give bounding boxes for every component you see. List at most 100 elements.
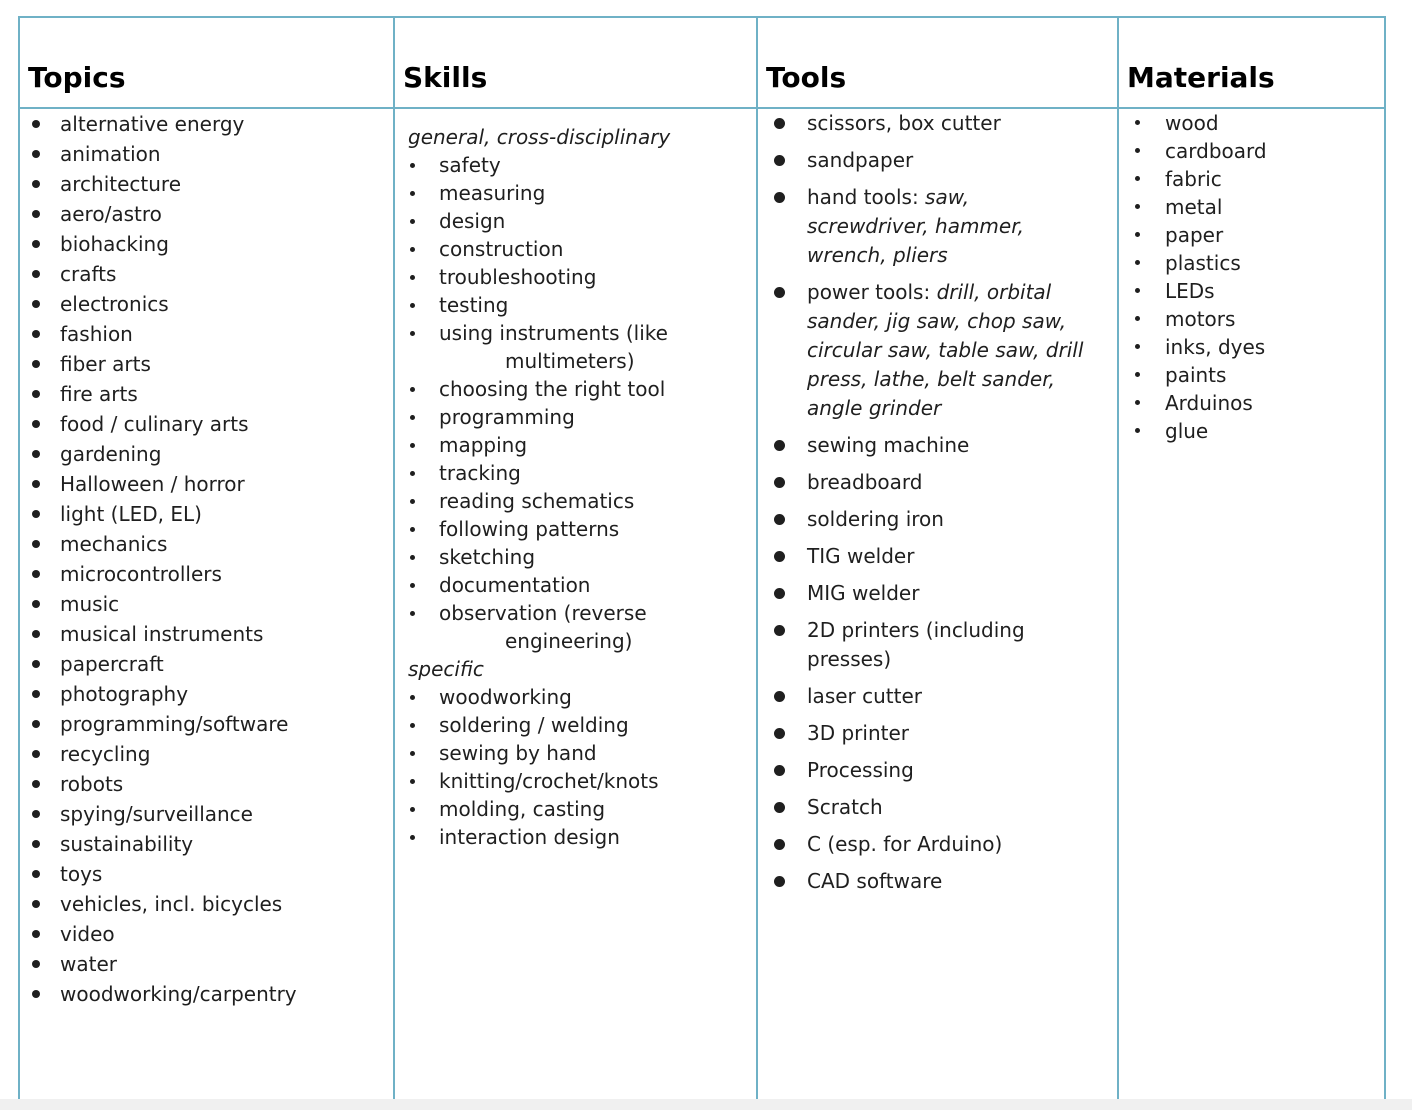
item-text: crafts [60, 262, 117, 286]
skills-section-list: woodworking soldering / welding sewing by … [395, 683, 756, 851]
item-text: soldering iron [807, 507, 944, 531]
item-text: Scratch [807, 795, 883, 819]
item-text: reading schematics [439, 489, 635, 513]
item-text: documentation [439, 573, 591, 597]
topics-list: alternative energy animation architecture a… [20, 109, 393, 1009]
item-text: circular saw, table saw, drill [807, 338, 1084, 362]
item-text: design [439, 209, 506, 233]
list-item: aero/astro [20, 199, 393, 229]
item-text: Arduinos [1165, 391, 1253, 415]
item-text: screwdriver, hammer, [807, 214, 1024, 238]
list-item: woodworking [395, 683, 756, 711]
item-text: tracking [439, 461, 521, 485]
item-text: music [60, 592, 120, 616]
item-text: sewing by hand [439, 741, 597, 765]
item-text: plastics [1165, 251, 1241, 275]
item-text: sander, jig saw, chop saw, [807, 309, 1067, 333]
list-item: microcontrollers [20, 559, 393, 589]
topics-cell: alternative energy animation architecture a… [18, 107, 395, 1104]
item-text: sandpaper [807, 148, 914, 172]
table-body-row: alternative energy animation architecture a… [18, 107, 1386, 1104]
section-heading: specific [408, 657, 484, 681]
item-text: choosing the right tool [439, 377, 666, 401]
list-item: music [20, 589, 393, 619]
list-item: C (esp. for Arduino) [758, 830, 1117, 859]
list-item: following patterns [395, 515, 756, 543]
list-item: programming/software [20, 709, 393, 739]
list-item: MIG welder [758, 579, 1117, 608]
list-item: construction [395, 235, 756, 263]
list-item: metal [1119, 193, 1384, 221]
list-item: sustainability [20, 829, 393, 859]
item-text: press, lathe, belt sander, [807, 367, 1055, 391]
item-text: paper [1165, 223, 1224, 247]
list-item: design [395, 207, 756, 235]
item-text: engineering) [505, 629, 633, 653]
item-text: 2D printers (including [807, 618, 1025, 642]
list-item: cardboard [1119, 137, 1384, 165]
item-text: light (LED, EL) [60, 502, 202, 526]
list-item: architecture [20, 169, 393, 199]
list-item: biohacking [20, 229, 393, 259]
list-item: TIG welder [758, 542, 1117, 571]
list-item: programming [395, 403, 756, 431]
list-item: food / culinary arts [20, 409, 393, 439]
item-text: drill, orbital [936, 280, 1052, 304]
item-text: spying/surveillance [60, 802, 253, 826]
item-text: water [60, 952, 117, 976]
item-text: 3D printer [807, 721, 910, 745]
list-item: toys [20, 859, 393, 889]
list-item: recycling [20, 739, 393, 769]
item-text: musical instruments [60, 622, 264, 646]
item-text: architecture [60, 172, 182, 196]
list-item: crafts [20, 259, 393, 289]
column-header-materials: Materials [1117, 16, 1386, 109]
list-item: measuring [395, 179, 756, 207]
item-text: MIG welder [807, 581, 920, 605]
item-text: inks, dyes [1165, 335, 1266, 359]
list-item: video [20, 919, 393, 949]
planning-table: Topics Skills Tools Materials alternativ… [18, 16, 1386, 1104]
item-text: aero/astro [60, 202, 162, 226]
list-item: plastics [1119, 249, 1384, 277]
list-item: spying/surveillance [20, 799, 393, 829]
item-text: photography [60, 682, 189, 706]
item-text: TIG welder [807, 544, 915, 568]
skills-cell-content: general, cross-disciplinary safety measuri… [395, 109, 756, 851]
item-text: biohacking [60, 232, 169, 256]
list-item: soldering iron [758, 505, 1117, 534]
item-text: scissors, box cutter [807, 111, 1001, 135]
item-text: programming [439, 405, 575, 429]
item-text: saw, [925, 185, 970, 209]
item-text: mechanics [60, 532, 168, 556]
item-text: testing [439, 293, 509, 317]
list-item: observation (reverse engineering) [395, 599, 756, 655]
tools-list: scissors, box cutter sandpaper hand tools:… [758, 109, 1117, 896]
materials-list: wood cardboard fabric metal paper plastics LED… [1119, 109, 1384, 445]
list-item: scissors, box cutter [758, 109, 1117, 138]
list-item: 2D printers (including presses) [758, 616, 1117, 674]
item-text: fabric [1165, 167, 1222, 191]
list-item: sewing machine [758, 431, 1117, 460]
item-text: paints [1165, 363, 1227, 387]
item-text: robots [60, 772, 124, 796]
list-item: laser cutter [758, 682, 1117, 711]
list-item: fabric [1119, 165, 1384, 193]
list-item: woodworking/carpentry [20, 979, 393, 1009]
item-text: knitting/crochet/knots [439, 769, 659, 793]
list-item: Halloween / horror [20, 469, 393, 499]
item-text: troubleshooting [439, 265, 597, 289]
list-item: interaction design [395, 823, 756, 851]
item-text: gardening [60, 442, 162, 466]
item-text: food / culinary arts [60, 412, 249, 436]
column-header-topics: Topics [18, 16, 395, 109]
item-text: motors [1165, 307, 1236, 331]
item-text: alternative energy [60, 112, 245, 136]
item-text: mapping [439, 433, 528, 457]
item-text: fashion [60, 322, 133, 346]
item-text: programming/software [60, 712, 289, 736]
item-text: Halloween / horror [60, 472, 245, 496]
list-item: motors [1119, 305, 1384, 333]
item-text: papercraft [60, 652, 164, 676]
